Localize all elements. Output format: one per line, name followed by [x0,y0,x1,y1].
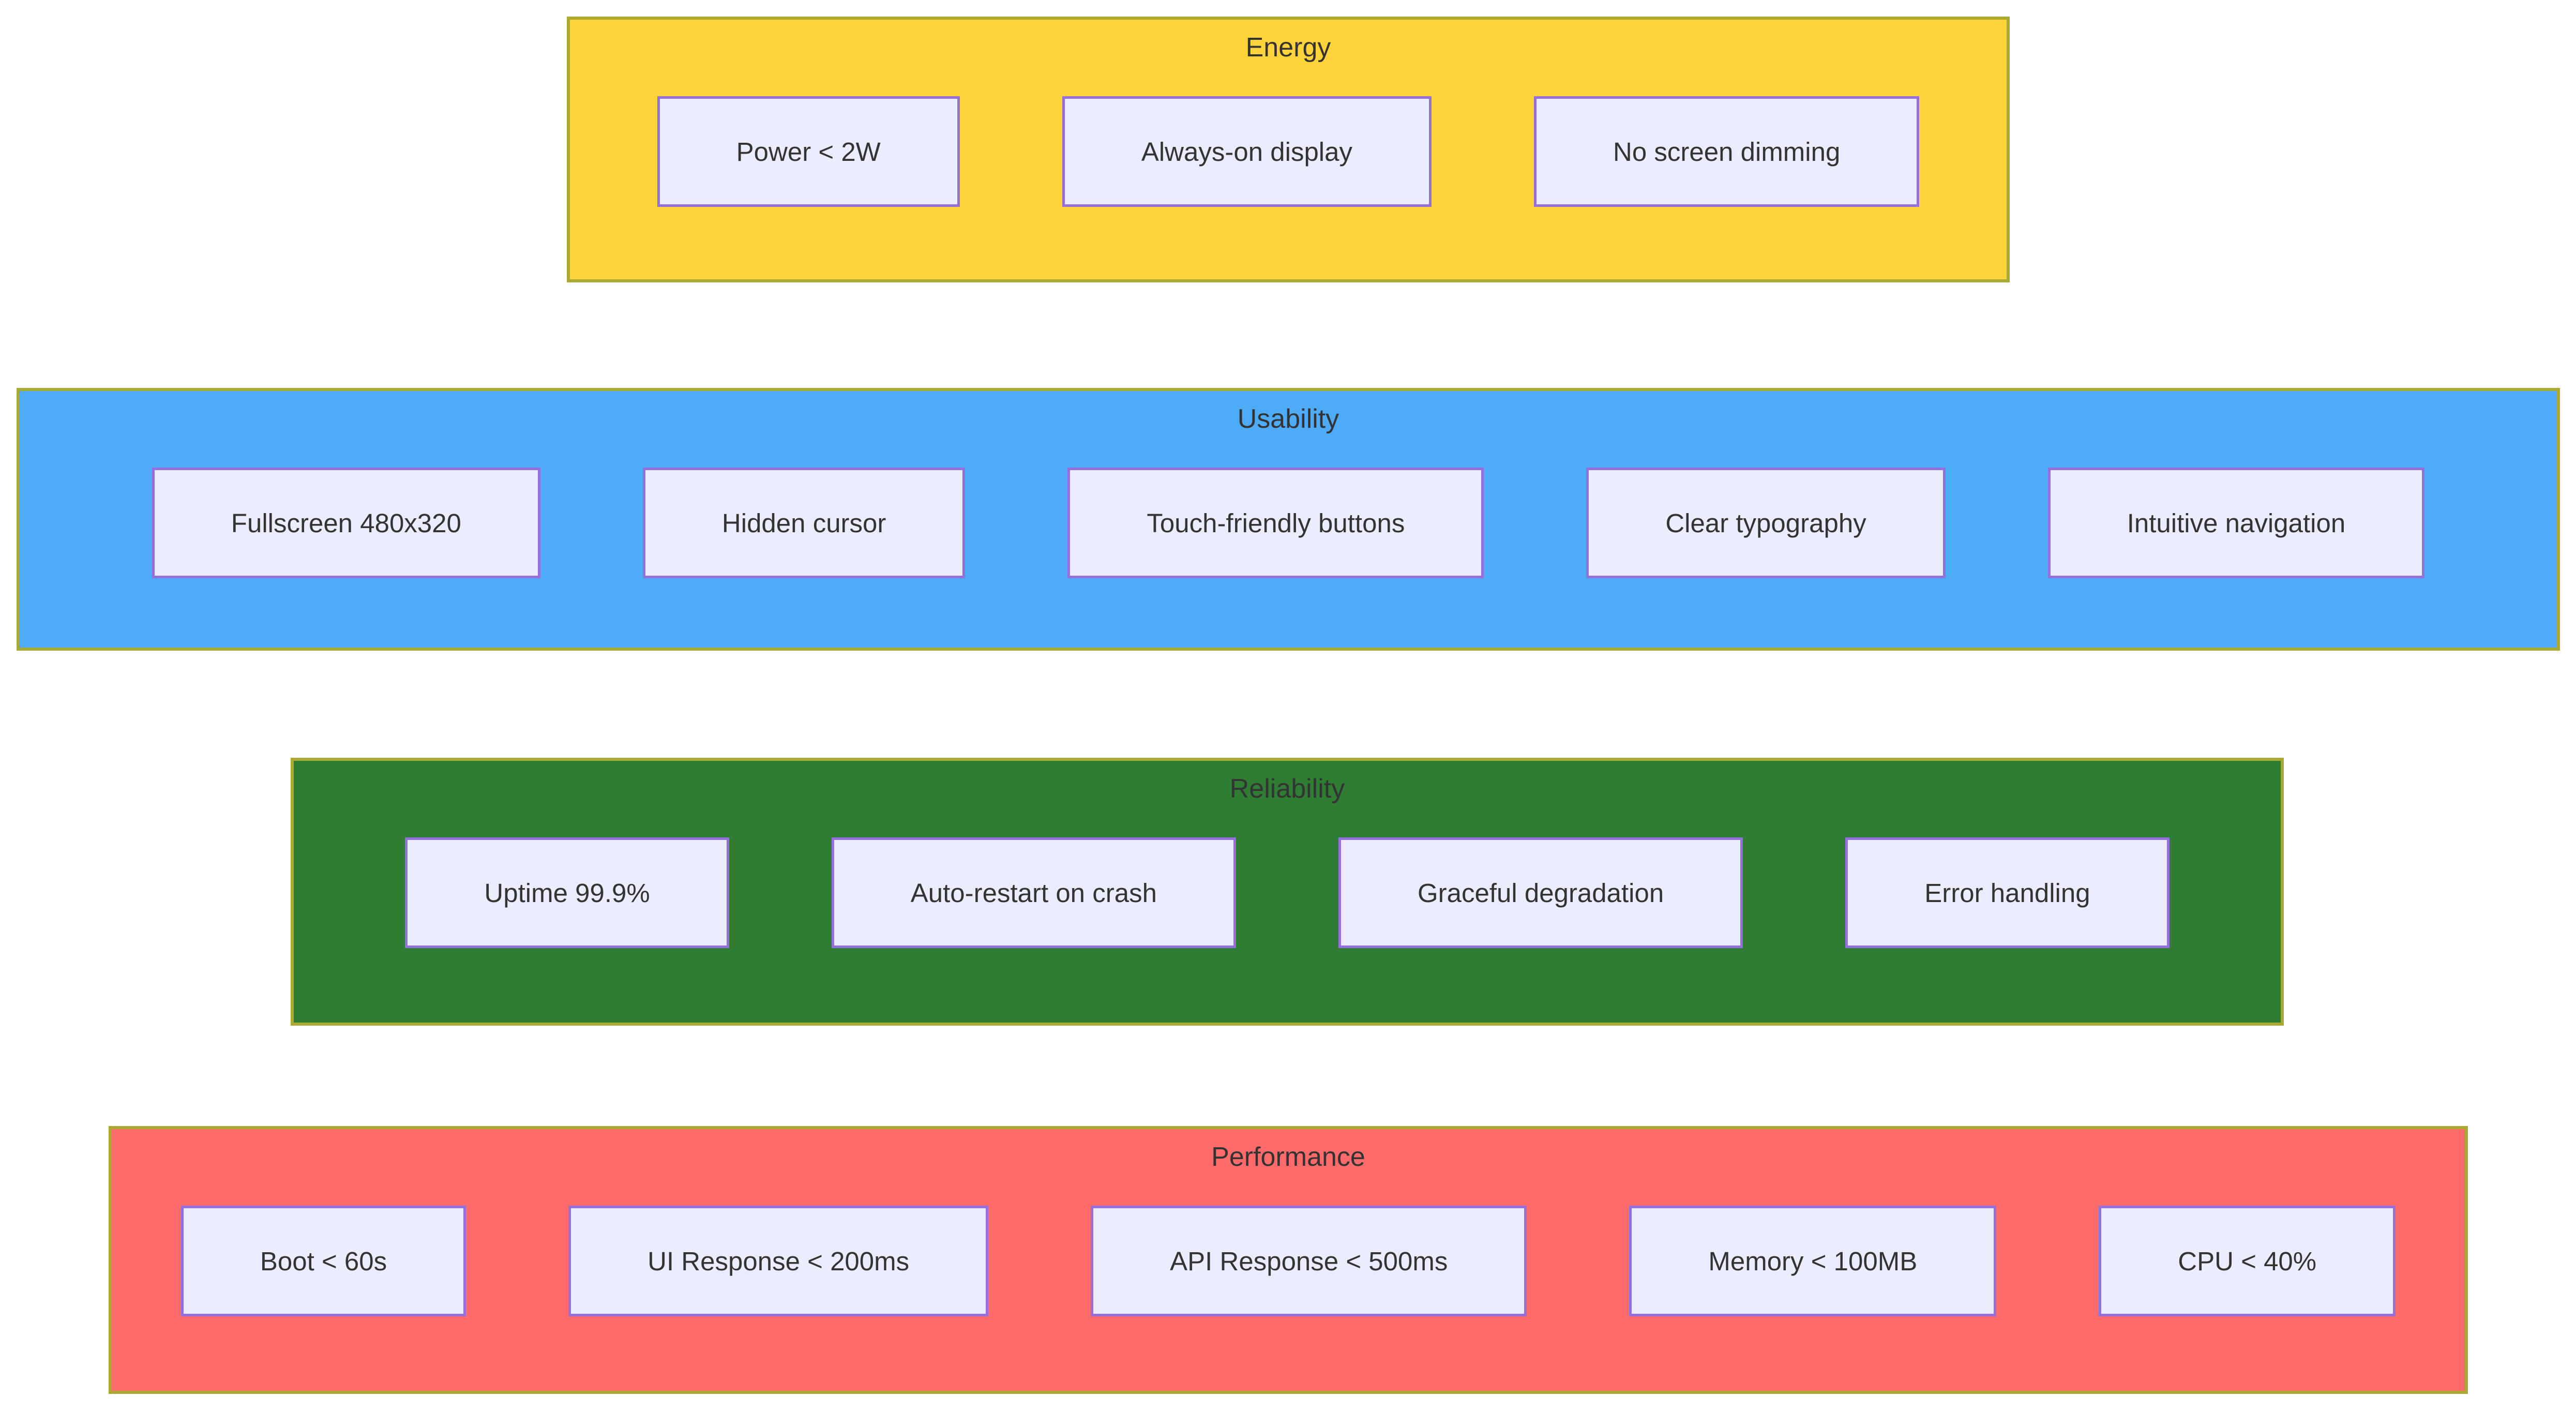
node-hidden-cursor: Hidden cursor [642,468,966,578]
group-performance-title: Performance [1211,1142,1365,1172]
node-label: Graceful degradation [1417,878,1664,908]
node-power-limit: Power < 2W [657,96,960,207]
group-performance-nodes: Boot < 60s UI Response < 200ms API Respo… [112,1206,2465,1316]
node-label: No screen dimming [1613,137,1841,167]
node-intuitive-navigation: Intuitive navigation [2047,468,2425,578]
node-memory-limit: Memory < 100MB [1629,1206,1997,1316]
node-always-on-display: Always-on display [1062,96,1432,207]
node-label: Memory < 100MB [1708,1246,1918,1276]
node-api-response: API Response < 500ms [1091,1206,1527,1316]
node-clear-typography: Clear typography [1586,468,1946,578]
node-label: Fullscreen 480x320 [231,508,461,538]
group-energy: Energy Power < 2W Always-on display No s… [567,17,2010,282]
node-label: Hidden cursor [721,508,886,538]
node-cpu-limit: CPU < 40% [2099,1206,2396,1316]
node-label: Boot < 60s [260,1246,387,1276]
group-usability-title: Usability [1237,404,1339,434]
node-label: Uptime 99.9% [484,878,650,908]
node-touch-friendly-buttons: Touch-friendly buttons [1067,468,1484,578]
node-auto-restart: Auto-restart on crash [831,837,1236,948]
node-label: Intuitive navigation [2127,508,2346,538]
group-energy-title: Energy [1245,33,1331,63]
group-reliability: Reliability Uptime 99.9% Auto-restart on… [291,758,2284,1026]
group-performance: Performance Boot < 60s UI Response < 200… [109,1126,2468,1394]
node-ui-response: UI Response < 200ms [568,1206,989,1316]
node-label: Error handling [1924,878,2090,908]
node-label: Always-on display [1141,137,1353,167]
group-usability: Usability Fullscreen 480x320 Hidden curs… [17,388,2560,651]
node-no-screen-dimming: No screen dimming [1534,96,1920,207]
node-error-handling: Error handling [1845,837,2170,948]
node-label: Touch-friendly buttons [1147,508,1405,538]
node-uptime: Uptime 99.9% [405,837,729,948]
group-usability-nodes: Fullscreen 480x320 Hidden cursor Touch-f… [20,468,2557,578]
group-energy-nodes: Power < 2W Always-on display No screen d… [570,96,2007,207]
node-graceful-degradation: Graceful degradation [1338,837,1743,948]
group-reliability-nodes: Uptime 99.9% Auto-restart on crash Grace… [294,837,2281,948]
node-label: Power < 2W [736,137,881,167]
node-label: Clear typography [1665,508,1866,538]
group-reliability-title: Reliability [1229,774,1345,804]
node-label: API Response < 500ms [1170,1246,1448,1276]
node-label: Auto-restart on crash [910,878,1157,908]
node-boot-time: Boot < 60s [180,1206,466,1316]
node-fullscreen-480x320: Fullscreen 480x320 [152,468,540,578]
node-label: UI Response < 200ms [647,1246,910,1276]
node-label: CPU < 40% [2178,1246,2317,1276]
